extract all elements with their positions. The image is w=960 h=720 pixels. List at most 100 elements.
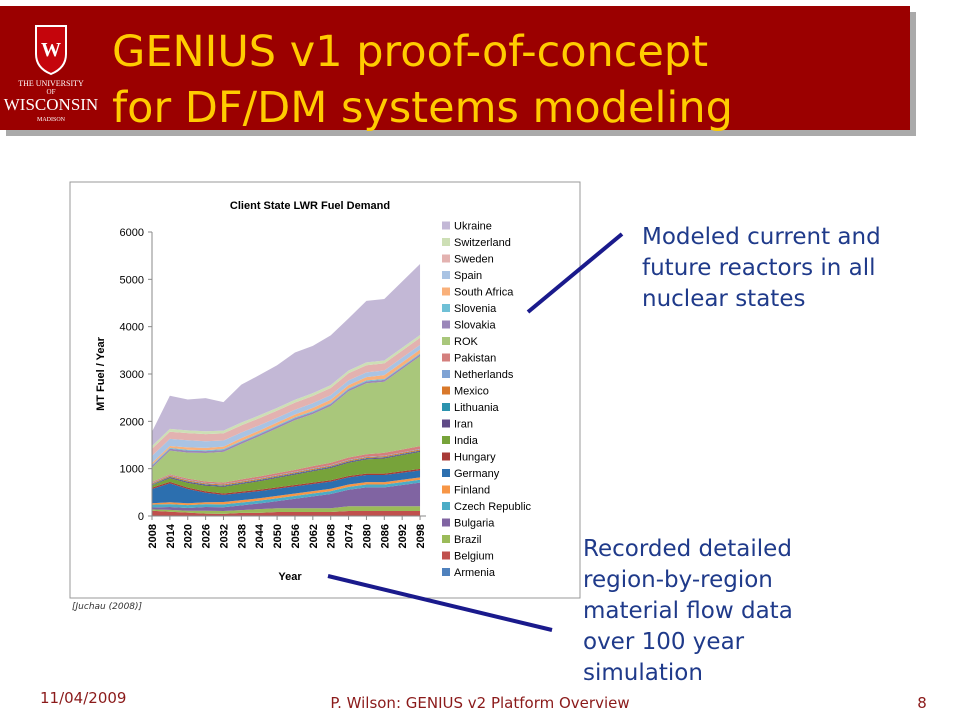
legend-swatch — [442, 287, 450, 296]
legend-label: Belgium — [454, 551, 494, 563]
header-bar — [0, 6, 910, 130]
legend-label: Slovakia — [454, 320, 496, 332]
logo-text: WISCONSIN — [4, 95, 98, 114]
x-tick-label: 2080 — [361, 524, 373, 548]
x-tick-label: 2068 — [326, 524, 338, 548]
legend-label: Lithuania — [454, 402, 500, 414]
area — [152, 470, 421, 504]
legend-swatch — [442, 221, 450, 230]
callout-text: future reactors in all — [642, 255, 876, 281]
legend-swatch — [442, 403, 450, 411]
y-tick-label: 2000 — [120, 416, 144, 428]
x-tick-label: 2092 — [397, 524, 409, 548]
legend-label: Czech Republic — [454, 501, 532, 513]
chart-title: Client State LWR Fuel Demand — [230, 200, 390, 212]
area — [152, 506, 421, 514]
callout-text: Recorded detailed — [583, 536, 792, 562]
legend-swatch — [442, 370, 450, 378]
callout-text: material flow data — [583, 598, 793, 624]
callout-text: simulation — [583, 660, 703, 686]
legend-label: Sweden — [454, 254, 494, 266]
slide-title: GENIUS v1 proof-of-concept — [112, 27, 708, 77]
legend-swatch — [442, 502, 450, 510]
legend-label: ROK — [454, 336, 479, 348]
y-tick-label: 0 — [138, 511, 144, 523]
legend-swatch — [442, 551, 450, 560]
area — [152, 477, 421, 506]
callout-line — [526, 232, 624, 314]
legend-swatch — [442, 535, 450, 543]
footer-title: P. Wilson: GENIUS v2 Platform Overview — [330, 694, 629, 712]
footer-date: 11/04/2009 — [40, 689, 126, 707]
legend-swatch — [442, 419, 450, 428]
logo-w: W — [41, 39, 61, 61]
callout-text: nuclear states — [642, 286, 805, 312]
callout-text: over 100 year — [583, 629, 745, 655]
x-tick-label: 2008 — [147, 524, 159, 548]
legend-label: Slovenia — [454, 303, 497, 315]
legend-swatch — [442, 238, 450, 246]
area — [152, 451, 421, 494]
legend-swatch — [442, 452, 450, 461]
legend-label: Ukraine — [454, 221, 492, 233]
x-tick-label: 2050 — [272, 524, 284, 548]
legend-swatch — [442, 518, 450, 527]
area — [152, 510, 421, 516]
legend-label: Bulgaria — [454, 518, 495, 530]
legend-label: Mexico — [454, 386, 489, 398]
area — [152, 356, 421, 483]
legend-swatch — [442, 485, 450, 494]
y-tick-label: 4000 — [120, 322, 144, 334]
logo-text: OF — [47, 88, 56, 96]
x-tick-label: 2098 — [415, 524, 427, 548]
logo-shield — [35, 25, 67, 76]
legend-swatch — [442, 304, 450, 312]
area — [152, 482, 421, 512]
y-axis-label: MT Fuel / Year — [95, 336, 107, 410]
chart: Client State LWR Fuel Demand MT Fuel / Ye… — [95, 200, 532, 583]
legend-swatch — [442, 271, 450, 279]
slide-title: for DF/DM systems modeling — [112, 83, 733, 133]
x-tick-label: 2038 — [236, 524, 248, 548]
legend-label: Hungary — [454, 452, 496, 464]
callouts: Modeled current and future reactors in al… — [583, 224, 881, 686]
y-tick-label: 6000 — [120, 227, 144, 239]
x-tick-label: 2062 — [308, 524, 320, 548]
legend-swatch — [442, 568, 450, 576]
legend-swatch — [442, 386, 450, 395]
callout-text: region-by-region — [583, 567, 773, 593]
area — [152, 479, 421, 508]
area — [152, 263, 421, 446]
legend-swatch — [442, 254, 450, 263]
x-tick-label: 2074 — [344, 523, 356, 548]
y-tick-label: 1000 — [120, 464, 144, 476]
logo-text: THE UNIVERSITY — [18, 79, 84, 88]
source-note: [Juchau (2008)] — [72, 602, 143, 612]
y-tick-label: 3000 — [120, 369, 144, 381]
x-tick-label: 2026 — [201, 524, 213, 548]
x-tick-label: 2044 — [254, 523, 266, 548]
legend-label: Switzerland — [454, 237, 511, 249]
callout-text: Modeled current and — [642, 224, 881, 250]
legend-swatch — [442, 436, 450, 444]
legend-label: Brazil — [454, 534, 482, 546]
legend-label: India — [454, 435, 479, 447]
y-tick-label: 5000 — [120, 274, 144, 286]
legend-swatch — [442, 469, 450, 477]
legend-label: Finland — [454, 485, 490, 497]
legend-label: Armenia — [454, 567, 496, 579]
legend-swatch — [442, 320, 450, 329]
logo-text: MADISON — [37, 117, 66, 123]
x-tick-label: 2014 — [165, 523, 177, 548]
legend-swatch — [442, 337, 450, 345]
legend-label: South Africa — [454, 287, 514, 299]
legend-label: Spain — [454, 270, 482, 282]
x-tick-label: 2086 — [379, 524, 391, 548]
legend-label: Germany — [454, 468, 500, 480]
x-axis-label: Year — [278, 571, 302, 583]
chart-frame — [69, 181, 581, 599]
legend-label: Pakistan — [454, 353, 496, 365]
page-number: 8 — [917, 694, 927, 712]
callout-line — [327, 574, 553, 632]
